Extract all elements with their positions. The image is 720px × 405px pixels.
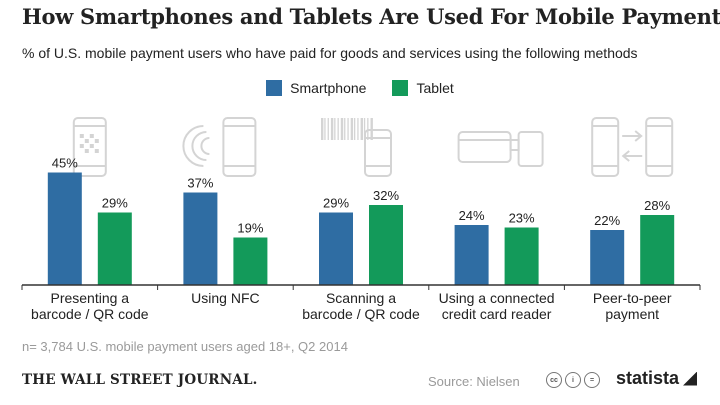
publisher-logo: THE WALL STREET JOURNAL. bbox=[22, 372, 258, 388]
cc-icon: cc bbox=[546, 372, 562, 388]
bar-tablet-4 bbox=[640, 215, 675, 285]
statista-wordmark: statista bbox=[616, 368, 680, 388]
barcode-phone-icon bbox=[321, 118, 392, 177]
bar-smartphone-3 bbox=[454, 225, 489, 285]
data-label-tablet-2: 32% bbox=[373, 188, 399, 203]
bar-smartphone-1 bbox=[183, 192, 218, 285]
data-label-smartphone-3: 24% bbox=[459, 208, 485, 223]
category-label-3: Using a connected credit card reader bbox=[439, 290, 555, 322]
category-label-1: Using NFC bbox=[191, 290, 259, 306]
bar-tablet-1 bbox=[233, 237, 268, 285]
category-label-2: Scanning a barcode / QR code bbox=[302, 290, 420, 322]
legend-item-tablet: Tablet bbox=[392, 80, 454, 96]
statista-logo[interactable]: statista bbox=[616, 368, 698, 389]
data-label-tablet-1: 19% bbox=[237, 221, 263, 236]
source-text: Source: Nielsen bbox=[428, 374, 520, 389]
category-label-0: Presenting a barcode / QR code bbox=[31, 290, 149, 322]
legend: Smartphone Tablet bbox=[0, 80, 720, 96]
bar-tablet-0 bbox=[97, 212, 132, 285]
sample-note: n= 3,784 U.S. mobile payment users aged … bbox=[22, 339, 348, 354]
legend-swatch-smartphone bbox=[266, 80, 283, 96]
legend-item-smartphone: Smartphone bbox=[266, 80, 366, 96]
data-label-smartphone-0: 45% bbox=[52, 156, 78, 171]
category-label-4: Peer-to-peer payment bbox=[593, 290, 672, 322]
data-label-tablet-0: 29% bbox=[102, 196, 128, 211]
bar-smartphone-2 bbox=[319, 212, 353, 285]
chart-subtitle: % of U.S. mobile payment users who have … bbox=[22, 45, 638, 61]
phone-transfer-icon bbox=[591, 117, 674, 177]
data-label-tablet-3: 23% bbox=[509, 211, 535, 226]
data-label-smartphone-1: 37% bbox=[187, 176, 213, 191]
bar-smartphone-4 bbox=[590, 230, 625, 285]
chart-title: How Smartphones and Tablets Are Used For… bbox=[22, 4, 720, 29]
data-label-tablet-4: 28% bbox=[644, 198, 670, 213]
license-icons[interactable]: cc i = bbox=[546, 372, 600, 388]
legend-label-smartphone: Smartphone bbox=[290, 80, 367, 96]
data-label-smartphone-4: 22% bbox=[594, 213, 620, 228]
info-icon: i bbox=[565, 372, 581, 388]
phone-card-reader-icon bbox=[457, 131, 544, 167]
legend-swatch-tablet bbox=[392, 80, 409, 96]
phone-nfc-icon bbox=[182, 117, 257, 177]
phone-qr-icon bbox=[72, 117, 107, 177]
legend-label-tablet: Tablet bbox=[416, 80, 454, 96]
statista-mark-icon bbox=[683, 371, 698, 386]
equals-icon: = bbox=[584, 372, 600, 388]
bar-tablet-3 bbox=[504, 227, 539, 285]
data-label-smartphone-2: 29% bbox=[323, 196, 349, 211]
bar-tablet-2 bbox=[369, 205, 403, 285]
bar-smartphone-0 bbox=[47, 172, 82, 285]
